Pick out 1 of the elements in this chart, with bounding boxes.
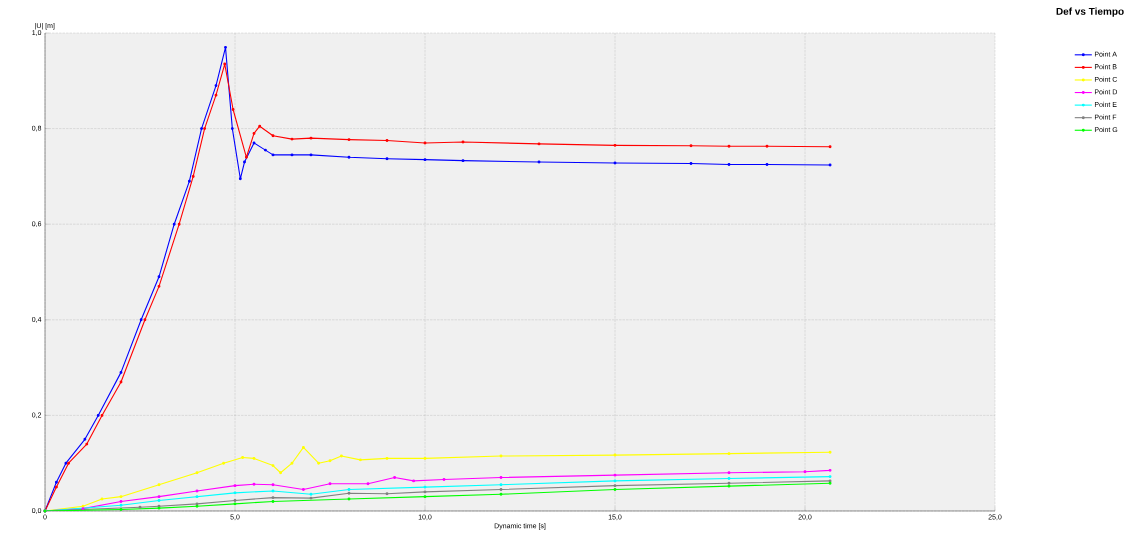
legend-title: Def vs Tiempo bbox=[1056, 7, 1124, 17]
